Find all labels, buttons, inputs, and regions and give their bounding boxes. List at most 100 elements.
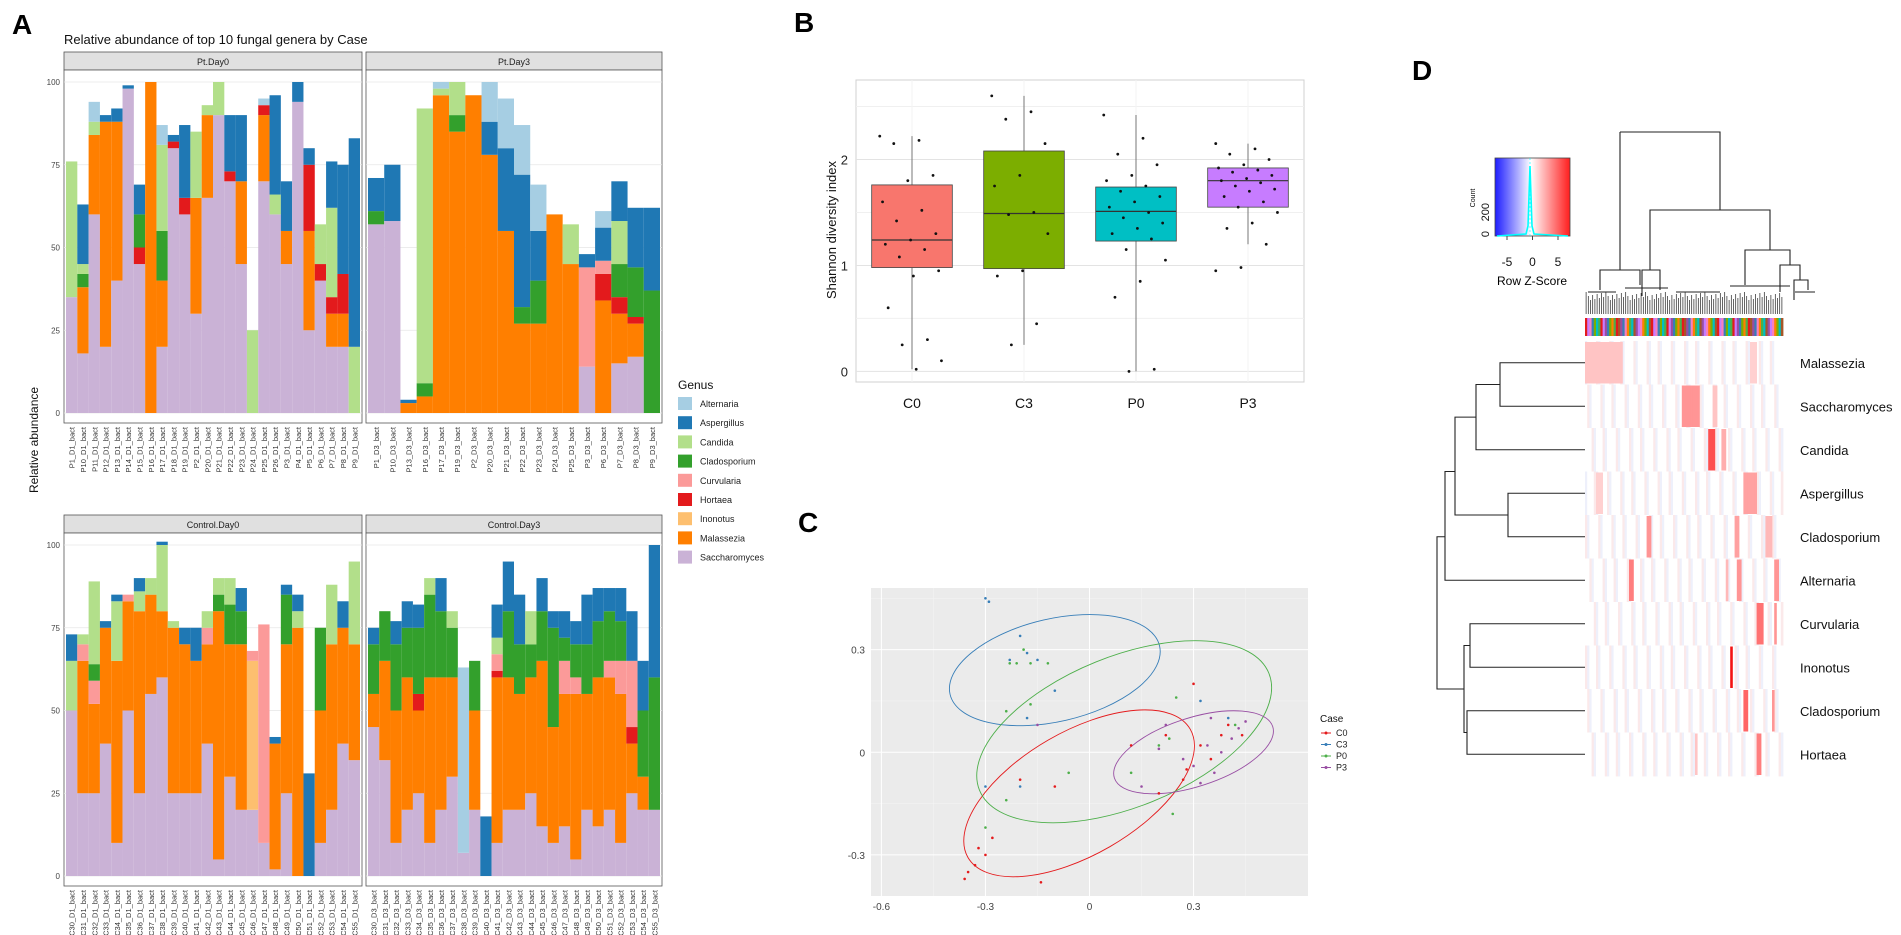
heatmap-cell: [1657, 471, 1661, 516]
bar-stack: [416, 108, 433, 413]
data-point: [1021, 269, 1024, 273]
heatmap-cell: [1637, 645, 1641, 690]
bar-segment-malassezia: [213, 611, 225, 860]
bar-segment-saccharomyces: [525, 793, 537, 876]
heatmap-cell: [1662, 602, 1665, 646]
heatmap-cell: [1719, 384, 1722, 429]
bar-segment-hortaea: [314, 264, 327, 281]
heatmap-hotspot: [1681, 385, 1685, 427]
heatmap-cell: [1774, 471, 1777, 516]
heatmap-cell: [1752, 558, 1755, 603]
heatmap-cell: [1688, 645, 1691, 690]
heatmap-cell: [1710, 645, 1713, 690]
bar-stack: [457, 667, 470, 876]
data-point: [897, 255, 901, 259]
heatmap-cell: [1688, 341, 1691, 385]
heatmap-cell: [1622, 471, 1625, 516]
heatmap-cell: [1725, 428, 1729, 472]
heatmap-cell: [1653, 645, 1656, 690]
heatmap-cell: [1585, 515, 1588, 559]
y-tick-label: 100: [47, 78, 61, 87]
heatmap-cell: [1769, 428, 1773, 472]
bar-stack: [469, 660, 481, 876]
heatmap-cell: [1684, 689, 1687, 733]
y-tick-label: 0: [859, 748, 865, 759]
scatter-point-p0: [984, 826, 987, 829]
legend-swatch-cladosporium: [678, 454, 692, 468]
heatmap-cell: [1701, 515, 1705, 559]
bar-segment-curvularia: [88, 680, 100, 704]
data-point: [931, 173, 935, 177]
data-point: [1262, 200, 1265, 204]
bar-segment-malassezia: [88, 134, 100, 215]
data-point: [878, 134, 882, 138]
y-tick-label: 0.3: [851, 646, 865, 657]
legend-dot-p3: [1324, 766, 1328, 769]
bar-segment-aspergillus: [400, 399, 417, 404]
heatmap-hotspot: [1752, 342, 1755, 384]
scatter-point-c3: [1025, 651, 1029, 655]
heatmap-cell: [1668, 341, 1672, 385]
heatmap-cell: [1692, 732, 1696, 777]
legend-swatch-alternaria: [678, 397, 692, 410]
heatmap-cell: [1640, 645, 1643, 690]
bar-stack: [133, 578, 146, 876]
heatmap-cell: [1677, 471, 1680, 516]
color-key-title: Row Z-Score: [1497, 274, 1567, 288]
heatmap-cell: [1758, 689, 1762, 733]
heatmap-cell: [1604, 732, 1608, 777]
bar-segment-curvularia: [570, 677, 582, 694]
bar-segment-candida: [348, 346, 360, 413]
heatmap-cell: [1758, 471, 1762, 516]
heatmap-cell: [1675, 428, 1678, 472]
bar-segment-aspergillus: [570, 621, 582, 645]
heatmap-cell: [1684, 471, 1687, 516]
bar-segment-cladosporium: [280, 594, 293, 645]
bar-segment-saccharomyces: [570, 859, 582, 876]
heatmap-cell: [1662, 732, 1665, 777]
column-color-cell: [1631, 318, 1634, 336]
row-dendrogram-branch: [1475, 383, 1585, 451]
heatmap-cell: [1712, 471, 1716, 516]
scatter-point-p3: [1199, 781, 1202, 785]
heatmap-cell: [1763, 602, 1766, 646]
heatmap-cell: [1780, 515, 1784, 559]
bar-segment-hortaea: [412, 693, 425, 711]
heatmap-cell: [1600, 602, 1603, 646]
heatmap-cell: [1622, 645, 1625, 690]
bar-segment-alternaria: [497, 98, 514, 149]
heatmap-cell: [1741, 602, 1744, 646]
heatmap-cell: [1723, 558, 1727, 603]
heatmap-cell: [1754, 689, 1757, 733]
heatmap-cell: [1710, 471, 1713, 516]
heatmap-cell: [1637, 471, 1641, 516]
x-tick-label: P12_D1_bact: [102, 426, 111, 472]
heatmap-cell: [1767, 558, 1771, 603]
heatmap-cell: [1741, 515, 1744, 559]
heatmap-cell: [1780, 732, 1784, 777]
heatmap-cell: [1664, 471, 1667, 516]
column-color-cell: [1688, 318, 1691, 336]
legend-label: P0: [1336, 751, 1347, 761]
bar-segment-malassezia: [481, 154, 498, 413]
x-tick-label: C53_D3_bact: [628, 889, 637, 935]
data-point: [940, 359, 943, 363]
heatmap-cell: [1648, 428, 1652, 472]
data-point: [937, 269, 941, 273]
bar-stack: [111, 594, 123, 876]
heatmap-cell: [1642, 428, 1645, 472]
heatmap-cell: [1633, 602, 1636, 646]
column-color-cell: [1633, 318, 1636, 336]
data-point: [1259, 181, 1263, 185]
bar-segment-aspergillus: [502, 561, 514, 612]
column-color-cell: [1659, 318, 1663, 336]
heatmap-cell: [1587, 471, 1590, 516]
bar-segment-saccharomyces: [457, 852, 470, 876]
column-color-cell: [1752, 318, 1755, 336]
bar-segment-aspergillus: [111, 108, 123, 122]
heatmap-cell: [1675, 384, 1678, 429]
heatmap-cell: [1629, 515, 1632, 559]
bar-stack: [384, 164, 401, 413]
heatmap-cell: [1686, 732, 1689, 777]
